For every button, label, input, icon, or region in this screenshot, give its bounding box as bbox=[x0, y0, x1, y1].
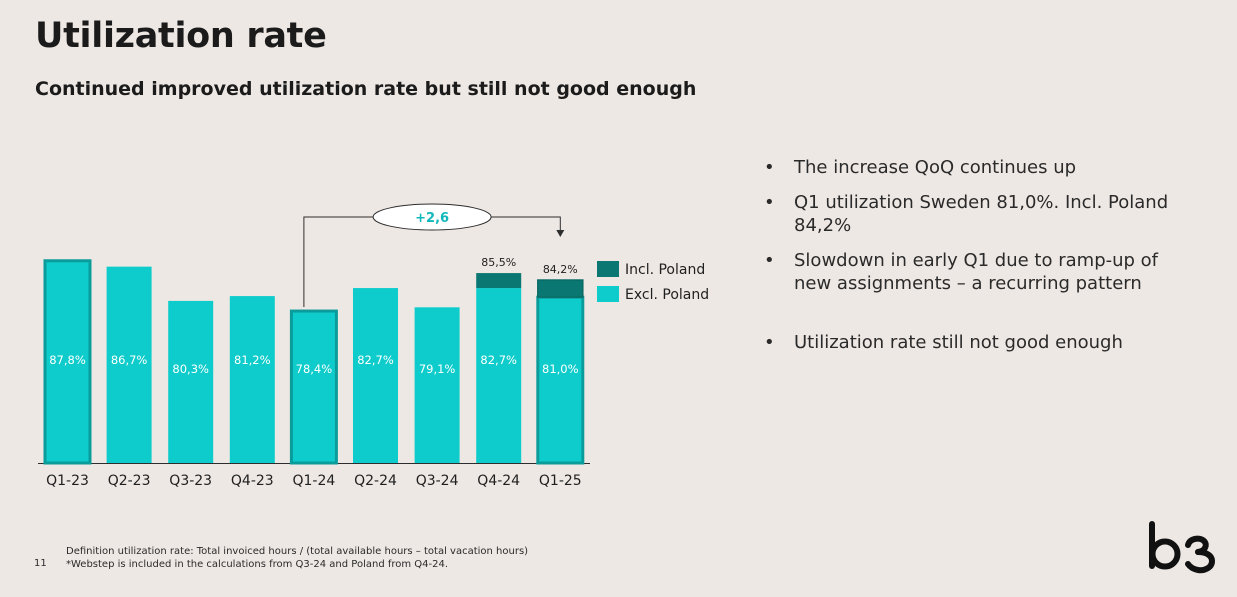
x-tick-label: Q3-23 bbox=[169, 473, 212, 489]
bar-incl-poland bbox=[537, 279, 584, 298]
bar-incl-poland bbox=[476, 273, 522, 289]
bullet-text: Utilization rate still not good enough bbox=[794, 332, 1123, 353]
data-label-excl-poland: 81,0% bbox=[542, 362, 579, 376]
data-label-excl-poland: 79,1% bbox=[419, 362, 456, 376]
legend-label: Incl. Poland bbox=[625, 262, 705, 278]
bar-excl-poland bbox=[414, 307, 460, 463]
page-subtitle: Continued improved utilization rate but … bbox=[35, 78, 697, 100]
footnote: Definition utilization rate: Total invoi… bbox=[66, 545, 528, 571]
x-tick-label: Q2-24 bbox=[354, 473, 397, 489]
bullet-item: • Utilization rate still not good enough bbox=[762, 331, 1182, 354]
data-label-incl-poland: 84,2% bbox=[543, 263, 578, 276]
data-label-excl-poland: 80,3% bbox=[172, 362, 209, 376]
annotation-arrowhead bbox=[556, 230, 565, 237]
bar-excl-poland bbox=[353, 288, 398, 463]
x-tick-label: Q1-25 bbox=[539, 473, 582, 489]
bullet-glyph: • bbox=[764, 332, 775, 353]
data-label-excl-poland: 86,7% bbox=[111, 353, 148, 367]
page-number: 11 bbox=[34, 558, 47, 569]
bar-excl-poland bbox=[289, 309, 338, 465]
data-label-excl-poland: 78,4% bbox=[296, 362, 333, 376]
x-tick-label: Q2-23 bbox=[108, 473, 151, 489]
bullet-text: Q1 utilization Sweden 81,0%. Incl. Polan… bbox=[794, 192, 1169, 236]
bullet-glyph: • bbox=[764, 157, 775, 178]
b3-logo-icon bbox=[1149, 521, 1215, 574]
bar-excl-poland bbox=[476, 288, 522, 463]
x-tick-label: Q4-23 bbox=[231, 473, 274, 489]
utilization-bar-chart: 87,8% Q1-23 86,7% Q2-23 80,3% Q3-23 81,2% Q4-23… bbox=[38, 203, 709, 489]
x-tick-label: Q1-24 bbox=[293, 473, 336, 489]
x-tick-label: Q3-24 bbox=[416, 473, 459, 489]
bullet-item: • The increase QoQ continues up bbox=[762, 156, 1182, 179]
data-label-excl-poland: 87,8% bbox=[49, 353, 86, 367]
data-label-excl-poland: 82,7% bbox=[357, 353, 394, 367]
x-tick-label: Q4-24 bbox=[477, 473, 520, 489]
bar-excl-poland bbox=[536, 295, 585, 465]
bullet-glyph: • bbox=[764, 250, 775, 271]
legend-swatch bbox=[597, 261, 619, 277]
data-label-excl-poland: 81,2% bbox=[234, 353, 271, 367]
legend-label: Excl. Poland bbox=[625, 287, 709, 303]
bar-excl-poland bbox=[43, 259, 92, 465]
bar-excl-poland bbox=[106, 266, 152, 463]
page-title: Utilization rate bbox=[35, 16, 327, 56]
footnote-note: *Webstep is included in the calculations… bbox=[66, 559, 449, 570]
bullet-item: • Q1 utilization Sweden 81,0%. Incl. Pola… bbox=[762, 191, 1182, 237]
x-tick-label: Q1-23 bbox=[46, 473, 89, 489]
bullet-text: Slowdown in early Q1 due to ramp-up of n… bbox=[794, 250, 1159, 294]
bar-excl-poland bbox=[229, 296, 275, 463]
footnote-definition: Definition utilization rate: Total invoi… bbox=[66, 546, 529, 557]
legend-swatch bbox=[597, 286, 619, 302]
annotation-bracket bbox=[303, 216, 561, 308]
bar-excl-poland bbox=[168, 300, 214, 463]
data-label-excl-poland: 82,7% bbox=[480, 353, 517, 367]
bullet-glyph: • bbox=[764, 192, 775, 213]
bullet-item: • Slowdown in early Q1 due to ramp-up of … bbox=[762, 249, 1182, 295]
data-label-incl-poland: 85,5% bbox=[481, 256, 516, 269]
bullet-list: • The increase QoQ continues up • Q1 utili… bbox=[762, 156, 1182, 366]
bullet-text: The increase QoQ continues up bbox=[794, 157, 1077, 178]
annotation-label: +2,6 bbox=[415, 211, 449, 226]
annotation-ellipse bbox=[372, 203, 492, 231]
